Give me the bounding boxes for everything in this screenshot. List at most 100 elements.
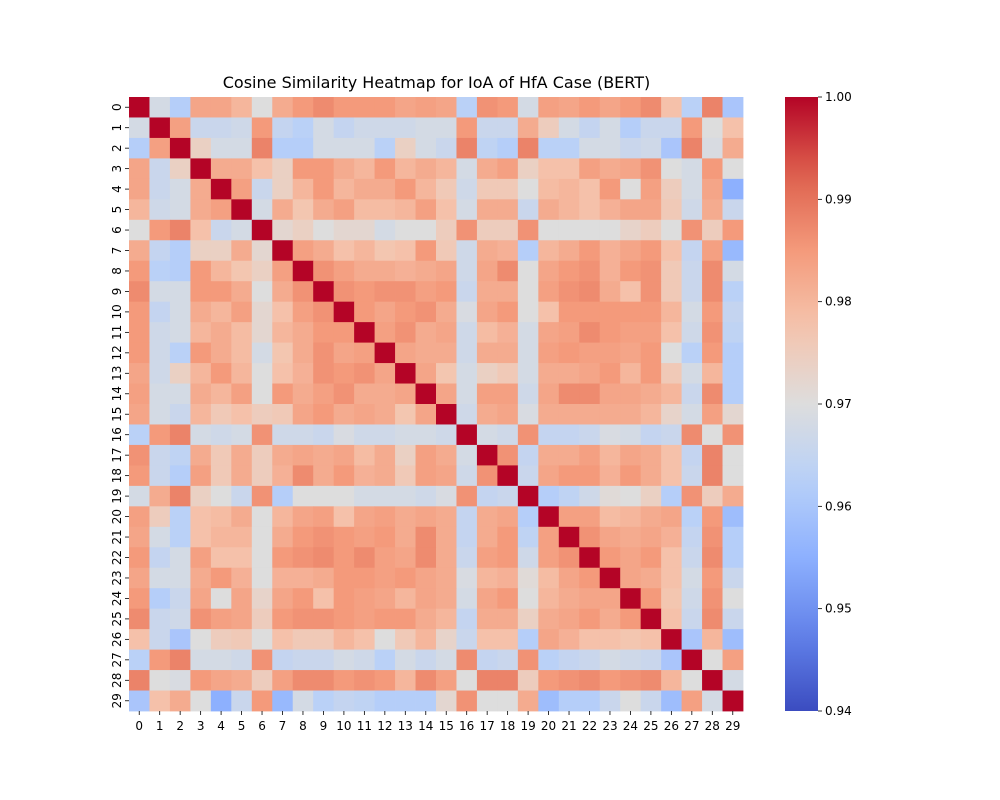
heatmap-cell — [251, 649, 273, 671]
heatmap-cell — [456, 444, 478, 466]
heatmap-cell — [436, 219, 457, 241]
heatmap-cell — [149, 281, 171, 303]
heatmap-cell — [354, 608, 375, 630]
heatmap-cell — [129, 322, 150, 343]
heatmap-cell — [354, 424, 375, 446]
x-tick-label: 8 — [299, 719, 307, 733]
heatmap-cell — [681, 322, 703, 343]
heatmap-cell — [374, 424, 396, 446]
heatmap-cell — [231, 301, 253, 323]
heatmap-cell — [640, 608, 662, 630]
heatmap-cell — [313, 240, 335, 262]
heatmap-cell — [231, 322, 253, 343]
heatmap-cell — [333, 363, 355, 384]
heatmap-cell — [517, 506, 539, 528]
heatmap-cell — [456, 178, 478, 200]
heatmap-cell — [313, 526, 335, 548]
heatmap-cell — [415, 301, 437, 323]
heatmap-cell — [579, 322, 601, 343]
heatmap-cell — [517, 158, 539, 180]
x-tick-label: 15 — [439, 719, 454, 733]
heatmap-cell — [190, 465, 212, 487]
heatmap-cell — [640, 281, 662, 303]
heatmap-cell — [620, 178, 642, 200]
heatmap-cell — [395, 526, 416, 548]
x-tick-label: 4 — [217, 719, 225, 733]
heatmap-cell — [538, 690, 560, 712]
heatmap-cell — [169, 485, 191, 507]
heatmap-cell — [272, 485, 294, 507]
heatmap-cell — [681, 363, 703, 384]
heatmap-cell — [251, 670, 273, 691]
heatmap-cell — [210, 383, 232, 405]
heatmap-cell — [661, 485, 682, 507]
heatmap-cell — [354, 485, 375, 507]
heatmap-cell — [292, 117, 314, 139]
heatmap-cell — [354, 383, 375, 405]
x-tick-label: 23 — [602, 719, 617, 733]
heatmap-cell — [395, 485, 416, 507]
heatmap-cell — [558, 649, 580, 671]
heatmap-cell — [456, 485, 478, 507]
heatmap-cell — [599, 567, 621, 589]
heatmap-cell — [722, 158, 744, 180]
heatmap-cell — [538, 137, 560, 159]
x-tick-label: 22 — [582, 719, 597, 733]
heatmap-cell — [169, 301, 191, 323]
heatmap-cell — [374, 567, 396, 589]
heatmap-cell — [129, 670, 150, 691]
heatmap-cell — [640, 506, 662, 528]
heatmap-cell — [251, 158, 273, 180]
heatmap-cell — [190, 281, 212, 303]
heatmap-cell — [599, 506, 621, 528]
heatmap-cell — [702, 506, 723, 528]
heatmap-cell — [702, 199, 723, 221]
heatmap-cell — [538, 444, 560, 466]
heatmap-cell — [149, 178, 171, 200]
heatmap-cell — [517, 547, 539, 569]
heatmap-cell — [231, 629, 253, 650]
heatmap-cell — [313, 158, 335, 180]
heatmap-cell — [661, 404, 682, 425]
heatmap-cell — [354, 588, 375, 610]
heatmap-cell — [354, 506, 375, 528]
heatmap-cell — [722, 219, 744, 241]
heatmap-cell — [681, 281, 703, 303]
heatmap-cell — [129, 178, 150, 200]
heatmap-cell — [620, 301, 642, 323]
heatmap-cell — [149, 485, 171, 507]
heatmap-cell — [395, 567, 416, 589]
heatmap-cell — [722, 588, 744, 610]
heatmap-cell — [333, 137, 355, 159]
y-tick-label: 28 — [110, 673, 124, 688]
heatmap-cell — [702, 485, 723, 507]
heatmap-cell — [579, 137, 601, 159]
heatmap-cell — [599, 363, 621, 384]
heatmap-cell — [374, 301, 396, 323]
heatmap-cell — [354, 342, 375, 364]
heatmap-cell — [702, 137, 723, 159]
heatmap-cell — [272, 219, 294, 241]
heatmap-cell — [190, 629, 212, 650]
heatmap-cell — [538, 178, 560, 200]
heatmap-cell — [497, 363, 519, 384]
heatmap-cell — [681, 608, 703, 630]
heatmap-cell — [190, 670, 212, 691]
heatmap-cell — [251, 342, 273, 364]
heatmap-cell — [702, 260, 723, 282]
heatmap-cell — [497, 588, 519, 610]
heatmap-cell — [599, 178, 621, 200]
heatmap-cell — [497, 567, 519, 589]
heatmap-cell — [374, 690, 396, 712]
heatmap-cell — [169, 260, 191, 282]
heatmap-cell — [251, 567, 273, 589]
heatmap-cell — [640, 97, 662, 118]
heatmap-cell — [415, 137, 437, 159]
heatmap-cell — [476, 178, 498, 200]
heatmap-cell — [231, 404, 253, 425]
heatmap-cell — [395, 608, 416, 630]
heatmap-cell — [681, 137, 703, 159]
heatmap-cell — [620, 588, 642, 610]
heatmap-cell — [722, 506, 744, 528]
